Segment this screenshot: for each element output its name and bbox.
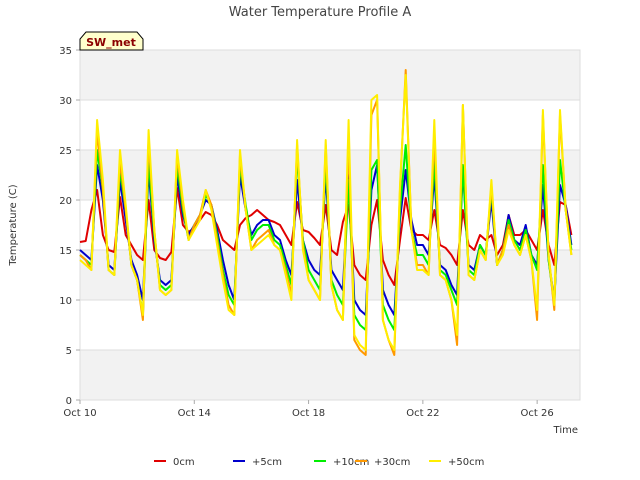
- chart-title: Water Temperature Profile A: [229, 5, 412, 20]
- legend: 0cm +5cm +10cm +30cm +50cm: [154, 457, 484, 468]
- y-tick-label: 5: [66, 346, 72, 357]
- legend-label: +10cm: [333, 457, 369, 468]
- y-tick-label: 25: [59, 146, 72, 157]
- legend-label: 0cm: [173, 457, 195, 468]
- x-axis-label: Time: [553, 425, 578, 436]
- plot-band: [80, 50, 580, 100]
- legend-item: +10cm: [314, 457, 369, 468]
- x-tick-label: Oct 26: [521, 408, 554, 419]
- x-axis-ticks: Oct 10 Oct 14 Oct 18 Oct 22 Oct 26: [63, 400, 554, 419]
- y-tick-label: 10: [59, 296, 72, 307]
- legend-item: +50cm: [429, 457, 484, 468]
- legend-item: +5cm: [233, 457, 282, 468]
- station-badge-label: SW_met: [86, 36, 136, 49]
- x-tick-label: Oct 14: [178, 408, 211, 419]
- series-line-0cm: [79, 187, 573, 286]
- y-axis-ticks: 0 5 10 15 20 25 30 35: [59, 46, 80, 407]
- plot-background: [80, 50, 580, 400]
- legend-item: 0cm: [154, 457, 195, 468]
- series-lines: [79, 69, 573, 356]
- plot-border: [79, 49, 581, 401]
- y-tick-label: 20: [59, 196, 72, 207]
- y-tick-label: 0: [66, 396, 72, 407]
- series-line-50cm: [79, 74, 573, 351]
- y-tick-label: 30: [59, 96, 72, 107]
- x-tick-label: Oct 22: [406, 408, 439, 419]
- legend-label: +30cm: [374, 457, 410, 468]
- y-tick-label: 15: [59, 246, 72, 257]
- x-tick-label: Oct 18: [292, 408, 325, 419]
- plot-band: [80, 150, 580, 200]
- legend-item: +30cm: [355, 457, 410, 468]
- legend-label: +50cm: [448, 457, 484, 468]
- grid: [79, 49, 581, 401]
- x-tick-label: Oct 10: [63, 408, 96, 419]
- y-tick-label: 35: [59, 46, 72, 57]
- y-axis-label: Temperature (C): [8, 184, 19, 266]
- plot-band: [80, 350, 580, 400]
- station-badge: SW_met: [79, 31, 144, 51]
- legend-label: +5cm: [252, 457, 282, 468]
